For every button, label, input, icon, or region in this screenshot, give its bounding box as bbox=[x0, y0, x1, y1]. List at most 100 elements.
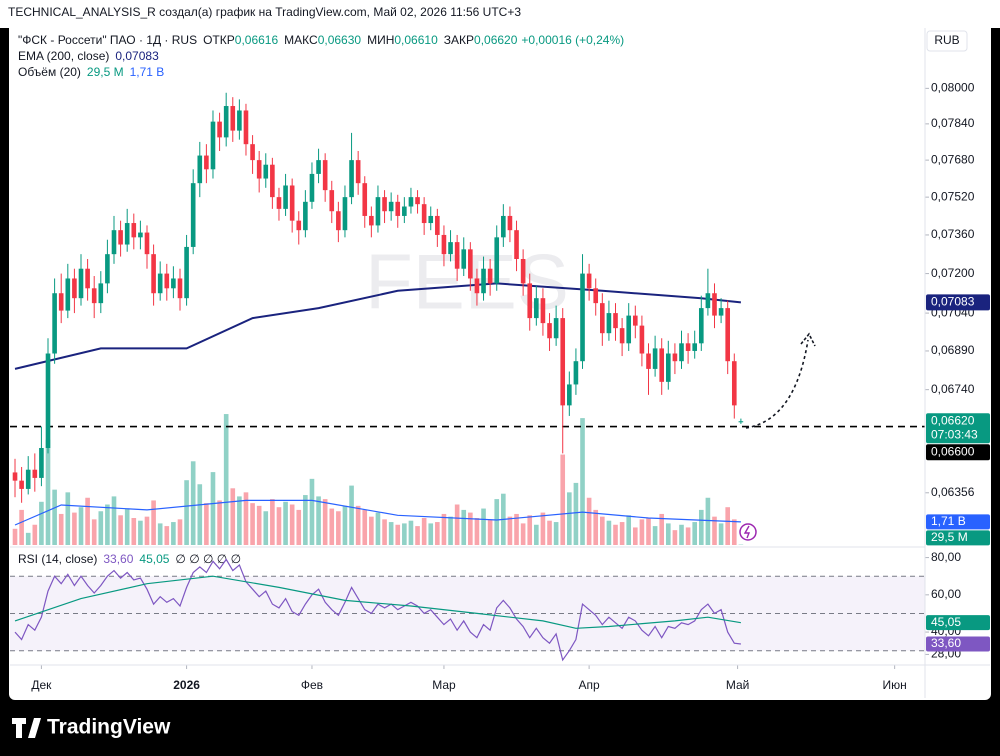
volume-bar bbox=[481, 508, 486, 545]
volume-bar bbox=[593, 509, 599, 545]
candle-body bbox=[454, 242, 460, 269]
candle-body bbox=[98, 283, 104, 304]
candle-body bbox=[731, 361, 737, 406]
candle-body bbox=[738, 421, 744, 423]
ema-value: 0,07083 bbox=[115, 49, 159, 63]
volume-bar bbox=[725, 507, 731, 545]
candle-body bbox=[632, 315, 638, 326]
volume-bar bbox=[256, 505, 262, 545]
candle-body bbox=[705, 293, 711, 309]
last-price-box bbox=[926, 413, 990, 444]
volume-bar bbox=[78, 507, 84, 545]
volume-bar bbox=[692, 522, 698, 545]
candle-body bbox=[19, 480, 24, 489]
candle-body bbox=[171, 278, 176, 289]
volume-bar bbox=[560, 454, 566, 545]
candle-body bbox=[468, 249, 473, 279]
ohlc-value: 0,06630 bbox=[318, 33, 362, 47]
candle-body bbox=[349, 160, 354, 198]
change: +0,00016 (+0,24%) bbox=[521, 33, 624, 47]
candle-body bbox=[487, 268, 493, 284]
volume-bar bbox=[322, 499, 328, 545]
volume-bar bbox=[144, 516, 150, 545]
volume-bar bbox=[454, 504, 460, 545]
candle-body bbox=[461, 249, 467, 269]
volume-bar bbox=[468, 512, 473, 545]
y-tick-label: 0,06356 bbox=[931, 485, 975, 499]
candle-body bbox=[441, 234, 447, 255]
volume-bar bbox=[652, 526, 658, 545]
candle-body bbox=[626, 315, 632, 344]
volume-bar bbox=[461, 509, 467, 545]
volume-bar bbox=[171, 522, 176, 545]
rsi-extra: ∅ ∅ ∅ ∅ ∅ bbox=[175, 552, 241, 566]
candle-body bbox=[646, 353, 651, 369]
volume-bar bbox=[25, 532, 31, 545]
volume-bar bbox=[342, 505, 348, 545]
volume-bar bbox=[65, 492, 71, 545]
candle-body bbox=[540, 298, 546, 324]
volume-bar bbox=[355, 505, 361, 545]
volume-bar bbox=[553, 522, 559, 545]
candle-body bbox=[698, 308, 704, 344]
rsi-name: RSI (14, close) bbox=[18, 552, 97, 566]
ema-line bbox=[14, 282, 742, 370]
volume-ma-label-box bbox=[926, 514, 990, 530]
ohlc-value: 0,06620 bbox=[474, 33, 518, 47]
candle-body bbox=[190, 183, 196, 247]
volume-label: 29,5 M bbox=[931, 530, 968, 544]
x-tick-label: Дек bbox=[31, 678, 52, 692]
last-price: 0,06620 bbox=[931, 413, 975, 427]
volume-bar bbox=[362, 509, 368, 545]
candle-body bbox=[547, 323, 552, 339]
candle-body bbox=[336, 211, 341, 231]
currency[interactable]: RUB bbox=[934, 33, 959, 47]
countdown: 07:03:43 bbox=[931, 427, 978, 441]
candle-body bbox=[105, 254, 110, 284]
currency-button[interactable] bbox=[926, 30, 968, 52]
y-tick-label: 0,07680 bbox=[931, 152, 975, 166]
candle-body bbox=[243, 110, 249, 145]
ema-price-label-box bbox=[926, 294, 990, 311]
volume-bar bbox=[369, 516, 374, 545]
y-tick-label: 0,06890 bbox=[931, 343, 975, 357]
y-tick-label: 0,07840 bbox=[931, 116, 975, 130]
volume-bar bbox=[19, 509, 24, 545]
candle-body bbox=[45, 353, 51, 448]
alert-icon[interactable] bbox=[739, 523, 757, 541]
volume-value: 29,5 M bbox=[87, 65, 124, 79]
candle-body bbox=[593, 288, 599, 304]
volume-bar bbox=[250, 503, 255, 545]
x-tick-label: Фев bbox=[301, 678, 323, 692]
candle-body bbox=[289, 185, 295, 221]
candle-body bbox=[692, 343, 698, 351]
candle-body bbox=[613, 313, 618, 329]
volume-bar bbox=[131, 518, 137, 545]
candle-body bbox=[355, 160, 361, 184]
volume-bar bbox=[296, 509, 302, 545]
volume-bar bbox=[98, 511, 104, 545]
candle-body bbox=[560, 318, 566, 406]
forecast-arrow bbox=[745, 339, 809, 429]
x-tick-label: 2026 bbox=[173, 678, 200, 692]
candle-body bbox=[448, 242, 453, 255]
candle-body bbox=[197, 155, 203, 184]
volume-bar bbox=[124, 508, 130, 545]
rsi-line bbox=[14, 558, 741, 662]
candle-body bbox=[85, 268, 90, 289]
volume-bar bbox=[138, 520, 143, 545]
candle-body bbox=[204, 155, 209, 170]
volume-bar bbox=[606, 520, 612, 545]
candle-body bbox=[375, 197, 381, 226]
volume-bar bbox=[157, 523, 163, 545]
volume-bar bbox=[52, 489, 57, 545]
volume-bar bbox=[586, 497, 592, 545]
volume-bar bbox=[105, 504, 110, 545]
candle-body bbox=[600, 303, 605, 334]
ohlc-name: ЗАКР bbox=[444, 33, 474, 47]
candle-body bbox=[342, 197, 348, 231]
volume-name: Объём (20) bbox=[18, 65, 81, 79]
volume-bar bbox=[118, 515, 123, 545]
